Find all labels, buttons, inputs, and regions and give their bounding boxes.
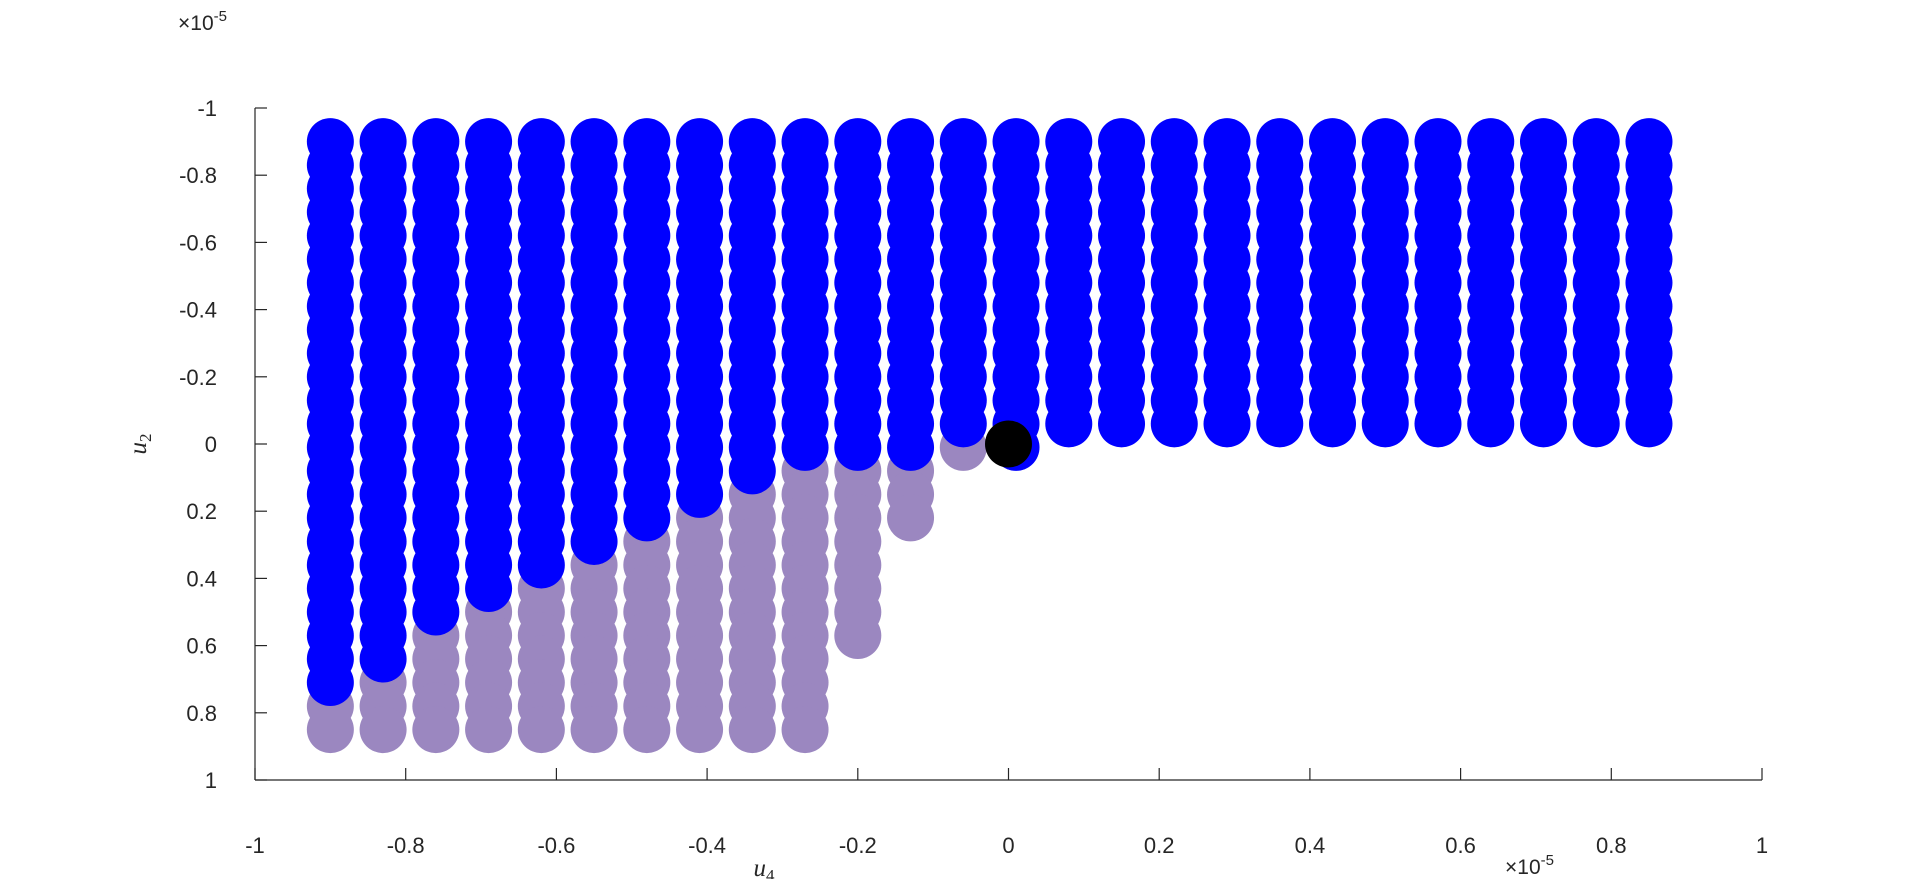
x-tick-label: 0 — [1002, 833, 1014, 858]
x-exponent: ×10-5 — [1505, 852, 1554, 879]
scatter-point — [887, 423, 935, 471]
y-axis-label: u2 — [125, 434, 155, 455]
scatter-point — [412, 588, 460, 636]
scatter-point — [676, 706, 724, 754]
x-tick-label: 0.6 — [1445, 833, 1476, 858]
scatter-point — [412, 706, 460, 754]
scatter-point — [781, 706, 829, 754]
y-tick-label: -0.8 — [179, 163, 217, 188]
scatter-point — [985, 420, 1032, 468]
x-tick-label: 1 — [1756, 833, 1768, 858]
y-tick-label: 0.2 — [186, 499, 217, 524]
scatter-point — [1309, 400, 1357, 448]
scatter-point — [887, 494, 935, 542]
scatter-point — [359, 706, 407, 754]
x-tick-label: 0.8 — [1596, 833, 1627, 858]
y-tick-label: 0.8 — [186, 701, 217, 726]
scatter-point — [1519, 400, 1567, 448]
x-exponent-base: ×10 — [1505, 856, 1541, 879]
series-group — [306, 423, 987, 754]
scatter-point — [623, 494, 671, 542]
scatter-point — [359, 635, 407, 683]
y-tick-label: -1 — [197, 96, 217, 121]
scatter-point — [1361, 400, 1409, 448]
series-group — [306, 118, 1673, 707]
x-axis-label-sub: 4 — [766, 866, 775, 879]
scatter-point — [1256, 400, 1304, 448]
x-axis-label-base: u — [754, 855, 767, 879]
y-tick-label: -0.2 — [179, 365, 217, 390]
scatter-point — [1045, 400, 1093, 448]
y-tick-label: 0.6 — [186, 634, 217, 659]
x-exponent-power: -5 — [1541, 852, 1554, 869]
scatter-point — [465, 564, 513, 612]
x-tick-label: 0.4 — [1295, 833, 1326, 858]
scatter-point — [1203, 400, 1251, 448]
scatter-point — [517, 541, 565, 589]
y-exponent-power: -5 — [214, 8, 227, 25]
series-group — [985, 420, 1032, 468]
scatter-point — [834, 612, 882, 660]
x-tick-label: -0.4 — [688, 833, 726, 858]
x-axis-label: u4 — [754, 855, 776, 879]
y-tick-label: -0.4 — [179, 298, 217, 323]
scatter-point — [676, 470, 724, 518]
x-tick-label: -1 — [245, 833, 265, 858]
x-tick-label: -0.2 — [839, 833, 877, 858]
y-exponent-base: ×10 — [178, 12, 214, 35]
scatter-point — [728, 706, 776, 754]
y-exponent: ×10-5 — [178, 8, 227, 35]
scatter-point — [1414, 400, 1462, 448]
y-tick-label: 0 — [205, 432, 217, 457]
x-tick-label: -0.6 — [537, 833, 575, 858]
scatter-point — [728, 447, 776, 495]
scatter-point — [1572, 400, 1620, 448]
scatter-point — [1098, 400, 1146, 448]
scatter-point — [939, 400, 987, 448]
y-tick-label: 1 — [205, 768, 217, 793]
scatter-point — [517, 706, 565, 754]
x-tick-label: 0.2 — [1144, 833, 1175, 858]
scatter-point — [1625, 400, 1673, 448]
y-axis-label-sub: 2 — [136, 434, 155, 443]
scatter-point — [1150, 400, 1198, 448]
scatter-point — [306, 706, 354, 754]
scatter-point — [781, 423, 829, 471]
scatter-point — [1467, 400, 1515, 448]
y-tick-label: 0.4 — [186, 566, 217, 591]
x-tick-label: -0.8 — [387, 833, 425, 858]
scatter-point — [465, 706, 513, 754]
scatter-point — [570, 517, 618, 565]
y-axis-label-base: u — [125, 442, 152, 455]
scatter-point — [570, 706, 618, 754]
scatter-point — [834, 423, 882, 471]
scatter-point — [623, 706, 671, 754]
scatter-point — [306, 659, 354, 707]
y-tick-label: -0.6 — [179, 230, 217, 255]
